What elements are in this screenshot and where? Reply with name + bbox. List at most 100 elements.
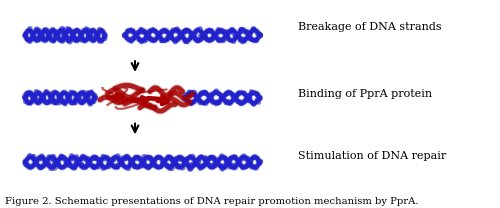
Point xyxy=(172,157,180,160)
Point xyxy=(131,165,139,168)
Point xyxy=(122,158,130,161)
Point xyxy=(181,161,189,164)
Point xyxy=(231,155,239,159)
Point xyxy=(118,161,126,165)
Point xyxy=(198,34,206,37)
Point xyxy=(37,166,45,169)
Point xyxy=(128,30,136,33)
Point xyxy=(136,157,144,160)
Point xyxy=(149,161,157,165)
Point xyxy=(254,94,262,97)
Point xyxy=(236,158,244,161)
Point xyxy=(164,38,172,42)
Point xyxy=(77,31,85,34)
Point xyxy=(65,158,73,162)
Point xyxy=(46,94,54,97)
Point xyxy=(244,98,252,101)
Point xyxy=(116,162,124,165)
Point xyxy=(213,100,221,104)
Point xyxy=(240,156,248,160)
Point xyxy=(214,162,222,165)
Point xyxy=(226,91,234,94)
Point xyxy=(146,157,154,160)
Point xyxy=(150,159,158,162)
Point xyxy=(253,93,261,96)
Point xyxy=(44,33,52,36)
Point xyxy=(72,162,80,166)
Point xyxy=(100,165,108,168)
Point xyxy=(238,102,246,105)
Point xyxy=(242,99,250,103)
Point xyxy=(96,27,104,31)
Point xyxy=(50,40,58,43)
Point xyxy=(22,100,30,103)
Point xyxy=(254,157,262,160)
Point xyxy=(194,164,202,167)
Point xyxy=(24,165,32,168)
Point xyxy=(81,30,89,33)
Point xyxy=(96,158,104,161)
Point xyxy=(90,100,98,103)
Point xyxy=(200,102,208,105)
Point xyxy=(63,101,71,104)
Point xyxy=(108,162,116,165)
Point xyxy=(218,30,226,33)
Point xyxy=(154,156,162,159)
Point xyxy=(184,38,192,41)
Point xyxy=(221,99,229,103)
Point xyxy=(209,37,217,41)
Point xyxy=(228,163,236,167)
Point xyxy=(181,96,189,99)
Point xyxy=(62,163,70,166)
Point xyxy=(244,36,252,40)
Point xyxy=(48,92,56,95)
Point xyxy=(215,159,223,162)
Point xyxy=(214,161,222,165)
Point xyxy=(90,31,98,34)
Point xyxy=(173,27,181,31)
Point xyxy=(60,164,68,167)
Point xyxy=(65,29,73,32)
Point xyxy=(44,162,52,166)
Point xyxy=(245,36,253,40)
Point xyxy=(185,93,193,96)
Point xyxy=(39,31,47,35)
Point xyxy=(176,33,184,37)
Point xyxy=(176,32,184,36)
Point xyxy=(134,166,142,169)
Point xyxy=(253,100,261,104)
Point xyxy=(29,157,37,160)
Point xyxy=(31,31,39,35)
Point xyxy=(134,39,142,42)
Point xyxy=(254,156,262,159)
Point xyxy=(237,159,245,162)
Point xyxy=(82,166,90,169)
Point xyxy=(164,30,172,34)
Point xyxy=(253,93,261,96)
Point xyxy=(158,163,166,166)
Point xyxy=(126,158,134,162)
Point xyxy=(70,166,78,169)
Point xyxy=(198,155,206,158)
Point xyxy=(75,37,83,40)
Point xyxy=(185,30,193,33)
Point xyxy=(86,159,94,162)
Point xyxy=(178,165,186,168)
Point xyxy=(208,164,216,168)
Point xyxy=(196,101,204,104)
Point xyxy=(101,32,109,36)
Point xyxy=(196,99,203,102)
Point xyxy=(31,93,39,97)
Point xyxy=(121,32,129,35)
Point xyxy=(244,156,252,160)
Point xyxy=(228,29,236,32)
Point xyxy=(90,94,98,97)
Point xyxy=(209,156,217,160)
Point xyxy=(208,94,216,97)
Point xyxy=(72,37,80,41)
Point xyxy=(249,91,257,95)
Point xyxy=(78,92,86,95)
Point xyxy=(173,157,181,160)
Point xyxy=(257,160,265,163)
Point xyxy=(138,165,145,168)
